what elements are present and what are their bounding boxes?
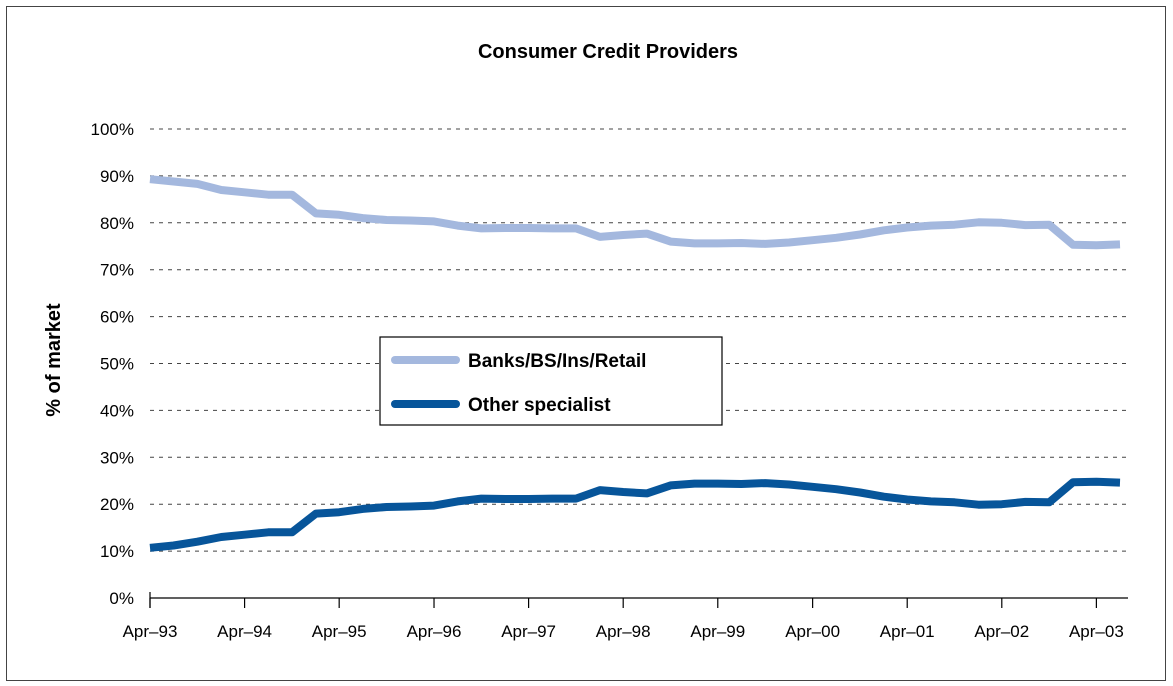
y-tick-label: 70% [100,261,134,280]
x-tick-label: Apr–96 [407,622,462,641]
x-tick-label: Apr–03 [1069,622,1124,641]
gridlines [150,128,1128,552]
x-axis: Apr–93 Apr–94 Apr–95 Apr–96 Apr–97 Apr–98 Apr–… [123,592,1128,641]
y-tick-label: 80% [100,214,134,233]
y-tick-label: 30% [100,448,134,467]
legend-label-other-specialist: Other specialist [468,395,611,416]
x-tick-label: Apr–93 [123,622,178,641]
x-tick-label: Apr–02 [974,622,1029,641]
x-tick-label: Apr–98 [596,622,651,641]
y-tick-label: 20% [100,495,134,514]
y-tick-label: 100% [91,120,134,139]
y-tick-label: 90% [100,167,134,186]
legend-label-banks: Banks/BS/Ins/Retail [468,351,646,372]
x-tick-label: Apr–00 [785,622,840,641]
y-axis-ticks: 0% 10% 20% 30% 40% 50% 60% 70% 80% 90% 100% [91,120,134,608]
y-tick-label: 0% [109,589,134,608]
chart-title: Consumer Credit Providers [478,41,738,63]
series-lines [149,175,1121,552]
y-tick-label: 40% [100,401,134,420]
legend: Banks/BS/Ins/Retail Other specialist [379,336,723,426]
y-axis-label: % of market [43,303,65,417]
x-tick-label: Apr–95 [312,622,367,641]
series-line-other-specialist [149,477,1121,552]
y-tick-label: 50% [100,355,134,374]
legend-box [379,336,723,426]
y-tick-label: 60% [100,308,134,327]
x-tick-label: Apr–99 [690,622,745,641]
x-tick-label: Apr–01 [880,622,935,641]
x-tick-label: Apr–97 [501,622,556,641]
x-tick-label: Apr–94 [217,622,272,641]
y-tick-label: 10% [100,542,134,561]
series-line-banks [149,175,1121,250]
